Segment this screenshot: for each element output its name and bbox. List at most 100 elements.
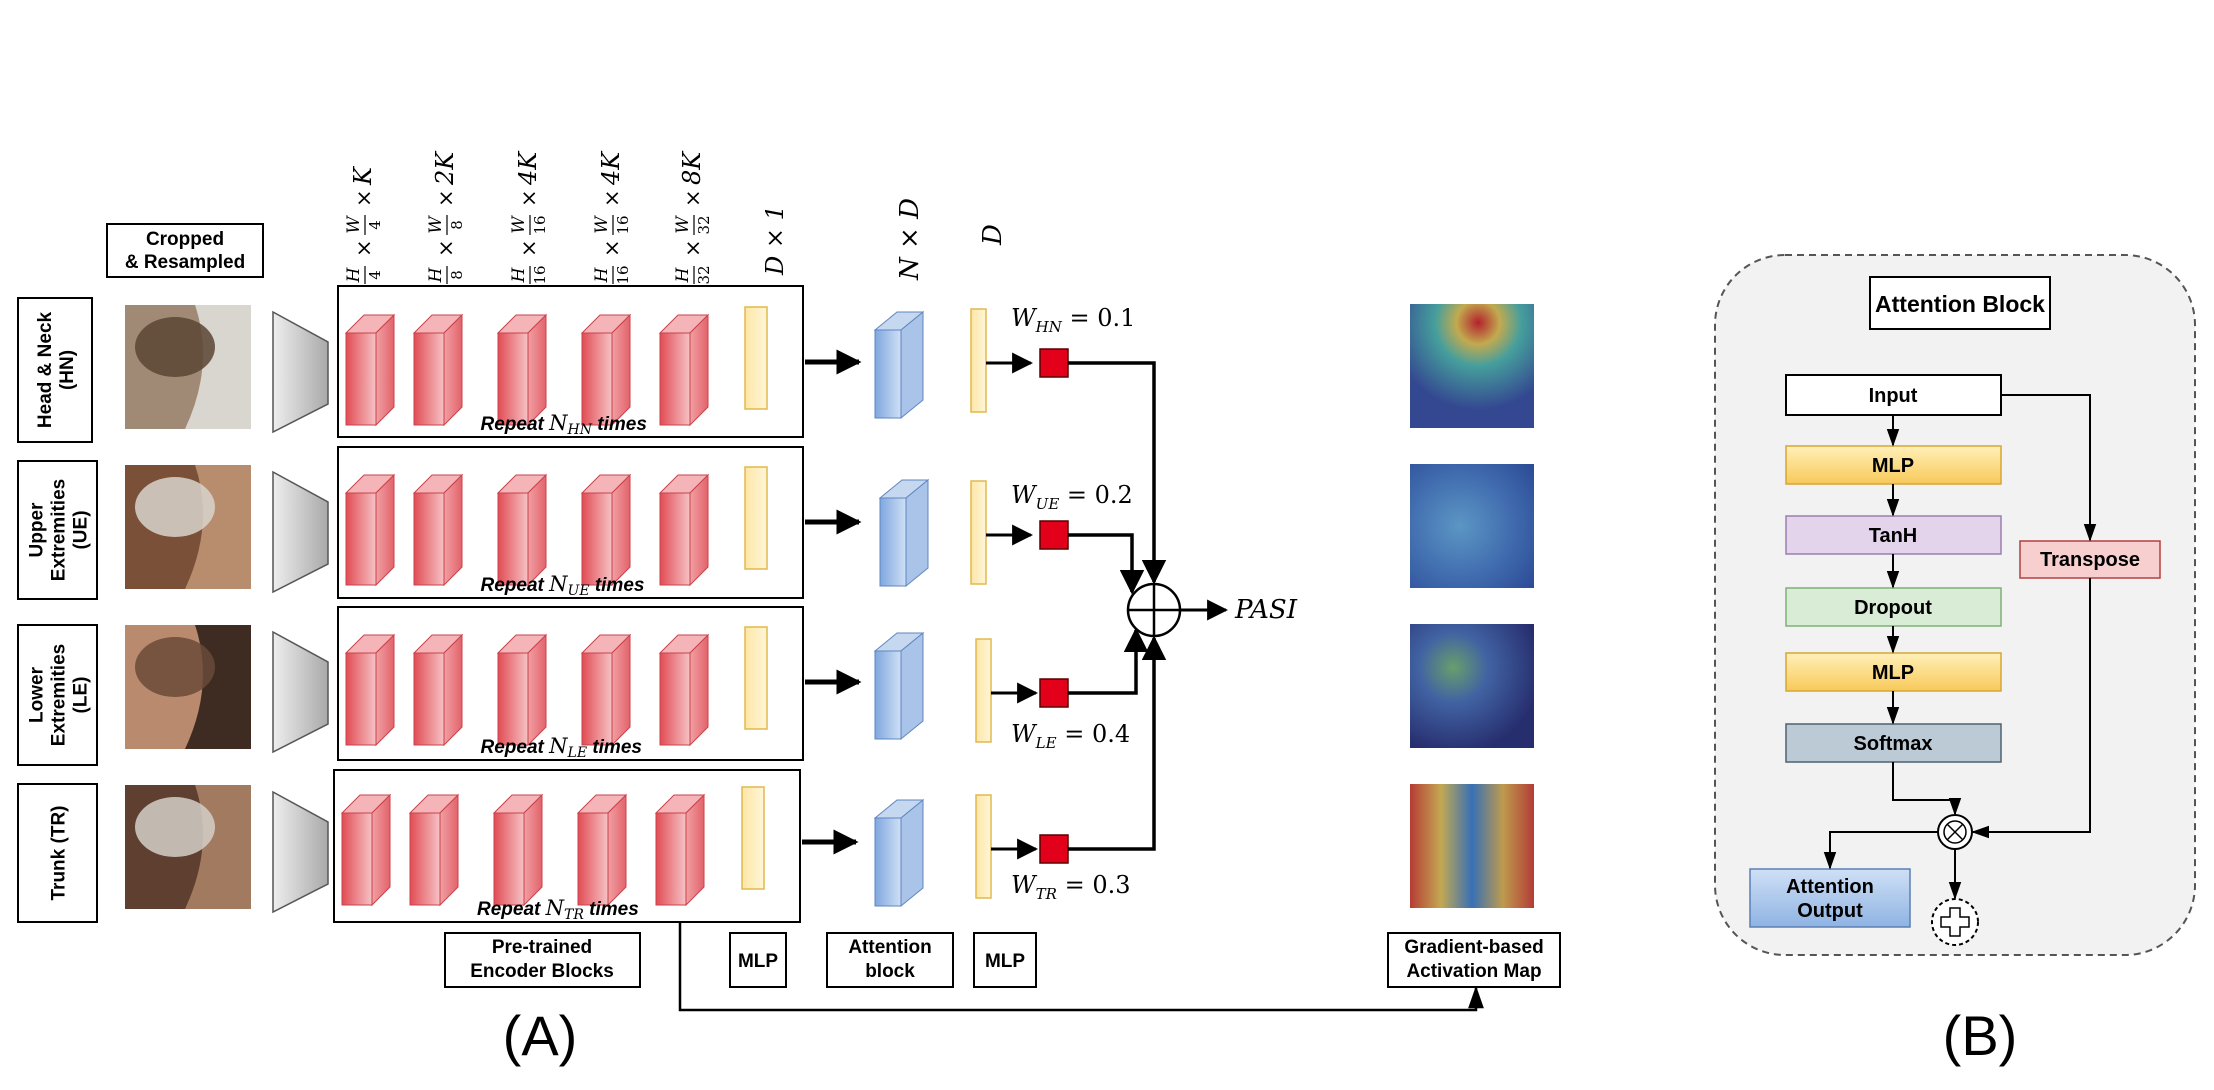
dropout-label: Dropout	[1854, 597, 1932, 619]
dim-times-2: ×	[517, 189, 541, 207]
dim-w-den: 8	[448, 220, 466, 230]
att-front	[874, 650, 902, 740]
dim-times-2: ×	[600, 189, 624, 207]
resample-trapezoid	[272, 630, 329, 754]
mlp-top-box	[1785, 445, 2002, 485]
attention-block-3d	[878, 478, 930, 588]
heatmap-overlay	[1410, 784, 1534, 908]
attention-label-line-1: Attention	[848, 937, 931, 958]
weight-to-sum-connectors	[1068, 361, 1167, 851]
region-row-4: Trunk (TR) Repeat NTR times WTR = 0.3	[17, 769, 1534, 923]
activation-map-feedback-line	[678, 922, 1484, 1012]
attention-block-3d	[873, 310, 925, 420]
dim-channels: 4K	[597, 150, 625, 186]
attention-output-line-2: Output	[1797, 900, 1863, 922]
cube-front	[493, 812, 525, 906]
cube-front	[497, 332, 529, 426]
mlp-label-2: MLP	[973, 932, 1037, 988]
svg-text:MLP: MLP	[985, 951, 1025, 972]
dim-w-num: W	[426, 215, 446, 234]
cube-side	[527, 633, 547, 747]
multiply-node	[1937, 814, 1973, 850]
mlp-output-bar	[970, 308, 987, 413]
region-row-2: Upper Extremities (UE) Repeat NUE times WUE …	[17, 446, 1534, 600]
weight-label: WTR = 0.3	[1011, 871, 1131, 903]
region-photo	[125, 305, 251, 429]
dim-h-den: 16	[614, 265, 632, 284]
cube-front	[409, 812, 441, 906]
dim-h-den: 16	[531, 265, 549, 284]
dim-d-text: D	[978, 224, 1008, 246]
encoder-cube-1	[344, 313, 396, 427]
att-side	[900, 631, 924, 741]
cube-front	[659, 492, 691, 586]
encoder-cube-4	[580, 473, 632, 587]
region-row-3: Lower Extremities (LE) Repeat NLE times WLE …	[17, 606, 1534, 766]
dim-label-2: H 8×W 8×2K	[426, 150, 466, 284]
cube-side	[611, 473, 631, 587]
dim-w-den: 16	[614, 215, 632, 234]
dim-label-d: D	[978, 224, 1008, 246]
weight-label: WHN = 0.1	[1011, 304, 1135, 336]
cube-front	[341, 812, 373, 906]
cube-side	[527, 313, 547, 427]
encoder-cube-1	[340, 793, 392, 907]
mlp-output-bar	[975, 638, 992, 743]
cube-side	[375, 633, 395, 747]
tanh-label: TanH	[1869, 525, 1918, 547]
dim-w-num: W	[673, 215, 693, 234]
attention-output-line-1: Attention	[1786, 876, 1874, 898]
dim-h-num: H	[592, 266, 612, 283]
encoder-cube-3	[496, 633, 548, 747]
mlp-bottom-label: MLP	[1872, 662, 1914, 684]
input-box	[1785, 374, 2002, 416]
regions: Head & Neck (HN) Repeat NHN times WHN = 0.1…	[17, 285, 1534, 923]
encoder-cube-2	[412, 633, 464, 747]
cube-front	[581, 652, 613, 746]
encoder-cube-3	[496, 313, 548, 427]
cropped-label-line-2: & Resampled	[125, 252, 245, 273]
photo-shadow	[135, 317, 215, 377]
pasi-label: PASI	[1234, 595, 1298, 625]
dim-channels: 4K	[514, 150, 542, 186]
feature-bar	[744, 626, 768, 730]
dim-w-num: W	[509, 215, 529, 234]
dim-times-1: ×	[434, 239, 458, 257]
transpose-box	[2019, 540, 2161, 579]
connector-tr	[1068, 635, 1167, 851]
cube-side	[371, 793, 391, 907]
activation-heatmap	[1410, 784, 1534, 908]
cube-front	[659, 652, 691, 746]
encoder-cube-1	[344, 473, 396, 587]
dim-times-2: ×	[681, 189, 705, 207]
encoder-cube-3	[496, 473, 548, 587]
dim-label-d1: D × 1	[761, 205, 789, 276]
encoder-box	[337, 285, 804, 438]
encoder-cube-5	[654, 793, 706, 907]
gradient-label-line-2: Activation Map	[1406, 961, 1541, 982]
cube-side	[685, 793, 705, 907]
cube-side	[375, 313, 395, 427]
encoder-cube-2	[412, 473, 464, 587]
cube-front	[655, 812, 687, 906]
cube-side	[375, 473, 395, 587]
repeat-label: Repeat NLE times	[481, 734, 642, 761]
cube-side	[443, 313, 463, 427]
dim-h-num: H	[426, 266, 446, 283]
feature-bar	[744, 306, 768, 410]
tanh-box	[1785, 515, 2002, 555]
dim-h-den: 32	[695, 265, 713, 284]
cube-side	[439, 793, 459, 907]
region-label-box	[17, 297, 93, 443]
activation-heatmap	[1410, 304, 1534, 428]
dim-times-1: ×	[517, 239, 541, 257]
heatmap-overlay	[1410, 624, 1534, 748]
dim-d1-text: D × 1	[761, 205, 789, 276]
cube-side	[689, 633, 709, 747]
cube-front	[581, 332, 613, 426]
cropped-resampled-label: Cropped & Resampled	[106, 223, 264, 278]
panel-b-label: (B)	[1943, 1004, 2018, 1067]
dim-w-num: W	[592, 215, 612, 234]
cube-side	[443, 633, 463, 747]
cube-front	[497, 492, 529, 586]
